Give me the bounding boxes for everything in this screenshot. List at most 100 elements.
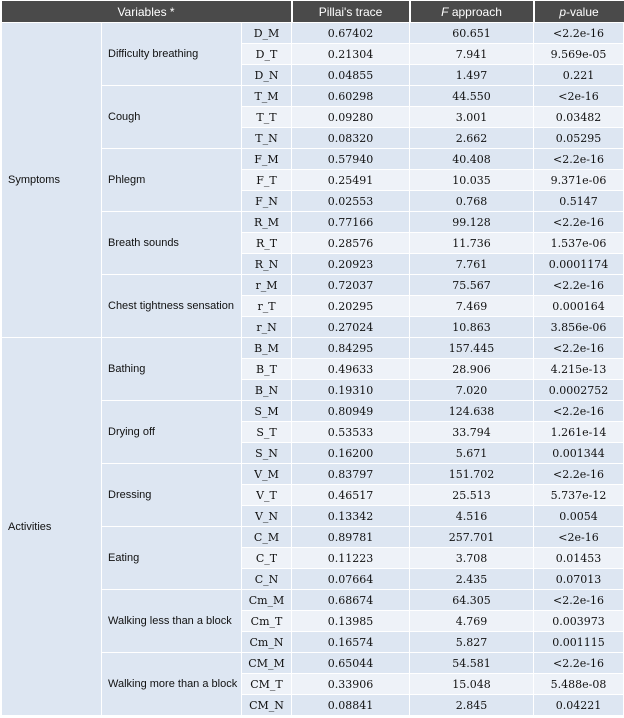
f-approach-cell: 3.708 <box>409 547 535 569</box>
f-approach-cell: 2.845 <box>409 694 535 716</box>
p-value-cell: <2.2e-16 <box>533 337 624 359</box>
f-approach-cell: 151.702 <box>409 463 535 485</box>
variable-cell: Bathing <box>101 337 242 401</box>
table-row: R_N 0.20923 7.761 0.0001174 <box>2 253 624 275</box>
code-cell: CM_T <box>240 673 293 695</box>
code-cell: B_N <box>240 379 293 401</box>
category-cell: Symptoms <box>1 22 102 338</box>
pillai-cell: 0.16200 <box>291 442 411 464</box>
f-approach-cell: 10.035 <box>409 169 535 191</box>
pillai-cell: 0.72037 <box>291 274 411 296</box>
p-value-cell: 4.215e-13 <box>533 358 624 380</box>
variable-cell: Chest tightness sensation <box>101 274 242 338</box>
table-row: V_T 0.46517 25.513 5.737e-12 <box>2 484 624 506</box>
p-value-cell: 0.221 <box>533 64 624 86</box>
table-row: r_T 0.20295 7.469 0.000164 <box>2 295 624 317</box>
p-value-cell: 0.05295 <box>533 127 624 149</box>
code-cell: Cm_M <box>240 589 293 611</box>
f-approach-cell: 5.827 <box>409 631 535 653</box>
p-value-cell: <2.2e-16 <box>533 463 624 485</box>
table-row: F_N 0.02553 0.768 0.5147 <box>2 190 624 212</box>
f-approach-cell: 7.761 <box>409 253 535 275</box>
table-row: D_T 0.21304 7.941 9.569e-05 <box>2 43 624 65</box>
f-approach-cell: 3.001 <box>409 106 535 128</box>
pillai-cell: 0.83797 <box>291 463 411 485</box>
f-approach-cell: 124.638 <box>409 400 535 422</box>
f-approach-cell: 99.128 <box>409 211 535 233</box>
pillai-cell: 0.84295 <box>291 337 411 359</box>
p-value-cell: 0.000164 <box>533 295 624 317</box>
code-cell: Cm_T <box>240 610 293 632</box>
pillai-cell: 0.33906 <box>291 673 411 695</box>
p-value-cell: 1.261e-14 <box>533 421 624 443</box>
table-row: Eating C_M 0.89781 257.701 <2e-16 <box>2 526 624 590</box>
f-approach-cell: 64.305 <box>409 589 535 611</box>
f-approach-cell: 1.497 <box>409 64 535 86</box>
f-approach-cell: 157.445 <box>409 337 535 359</box>
f-approach-cell: 7.941 <box>409 43 535 65</box>
table-row: Cm_N 0.16574 5.827 0.001115 <box>2 631 624 653</box>
table-row: C_N 0.07664 2.435 0.07013 <box>2 568 624 590</box>
table-row: CM_N 0.08841 2.845 0.04221 <box>2 694 624 716</box>
f-approach-cell: 2.435 <box>409 568 535 590</box>
p-value-cell: <2.2e-16 <box>533 589 624 611</box>
table-row: Drying off S_M 0.80949 124.638 <2.2e-16 <box>2 400 624 464</box>
p-value-cell: 0.0001174 <box>533 253 624 275</box>
code-cell: R_M <box>240 211 293 233</box>
table-row: Walking more than a block CM_M 0.65044 54.5… <box>2 652 624 716</box>
header-pillai: Pillai's trace <box>291 1 411 23</box>
code-cell: T_T <box>240 106 293 128</box>
p-value-cell: <2.2e-16 <box>533 400 624 422</box>
code-cell: B_T <box>240 358 293 380</box>
pillai-cell: 0.07664 <box>291 568 411 590</box>
code-cell: S_N <box>240 442 293 464</box>
p-value-cell: 0.001115 <box>533 631 624 653</box>
f-approach-cell: 2.662 <box>409 127 535 149</box>
code-cell: V_M <box>240 463 293 485</box>
p-value-cell: <2e-16 <box>533 85 624 107</box>
code-cell: D_T <box>240 43 293 65</box>
pillai-cell: 0.19310 <box>291 379 411 401</box>
f-approach-cell: 10.863 <box>409 316 535 338</box>
pillai-cell: 0.08841 <box>291 694 411 716</box>
variable-cell: Difficulty breathing <box>101 22 242 86</box>
p-value-cell: <2.2e-16 <box>533 211 624 233</box>
p-value-cell: 0.0054 <box>533 505 624 527</box>
f-approach-cell: 15.048 <box>409 673 535 695</box>
f-approach-cell: 54.581 <box>409 652 535 674</box>
pillai-cell: 0.13342 <box>291 505 411 527</box>
code-cell: S_M <box>240 400 293 422</box>
table-row: S_T 0.53533 33.794 1.261e-14 <box>2 421 624 443</box>
p-value-cell: <2.2e-16 <box>533 652 624 674</box>
table-row: Activities Bathing B_M 0.84295 157.445 <2.2e-… <box>1 337 624 716</box>
code-cell: T_M <box>240 85 293 107</box>
table-row: Phlegm F_M 0.57940 40.408 <2.2e-16 <box>2 148 624 212</box>
pillai-cell: 0.77166 <box>291 211 411 233</box>
pillai-cell: 0.08320 <box>291 127 411 149</box>
pillai-cell: 0.02553 <box>291 190 411 212</box>
p-value-cell: 0.5147 <box>533 190 624 212</box>
table-row: B_N 0.19310 7.020 0.0002752 <box>2 379 624 401</box>
p-value-cell: 9.371e-06 <box>533 169 624 191</box>
p-value-cell: 0.003973 <box>533 610 624 632</box>
code-cell: r_N <box>240 316 293 338</box>
f-approach-cell: 5.671 <box>409 442 535 464</box>
code-cell: CM_N <box>240 694 293 716</box>
pillai-cell: 0.20295 <box>291 295 411 317</box>
p-value-cell: 3.856e-06 <box>533 316 624 338</box>
pillai-cell: 0.67402 <box>291 22 411 44</box>
code-cell: Cm_N <box>240 631 293 653</box>
code-cell: T_N <box>240 127 293 149</box>
f-approach-cell: 7.469 <box>409 295 535 317</box>
p-value-cell: <2.2e-16 <box>533 22 624 44</box>
table-row: Symptoms Difficulty breathing D_M 0.67402 60… <box>1 22 624 338</box>
code-cell: C_N <box>240 568 293 590</box>
pillai-cell: 0.20923 <box>291 253 411 275</box>
variable-cell: Drying off <box>101 400 242 464</box>
code-cell: r_T <box>240 295 293 317</box>
pillai-cell: 0.28576 <box>291 232 411 254</box>
pillai-cell: 0.09280 <box>291 106 411 128</box>
table-row: F_T 0.25491 10.035 9.371e-06 <box>2 169 624 191</box>
header-p-italic: p <box>559 4 567 19</box>
header-variables: Variables * <box>1 1 293 23</box>
